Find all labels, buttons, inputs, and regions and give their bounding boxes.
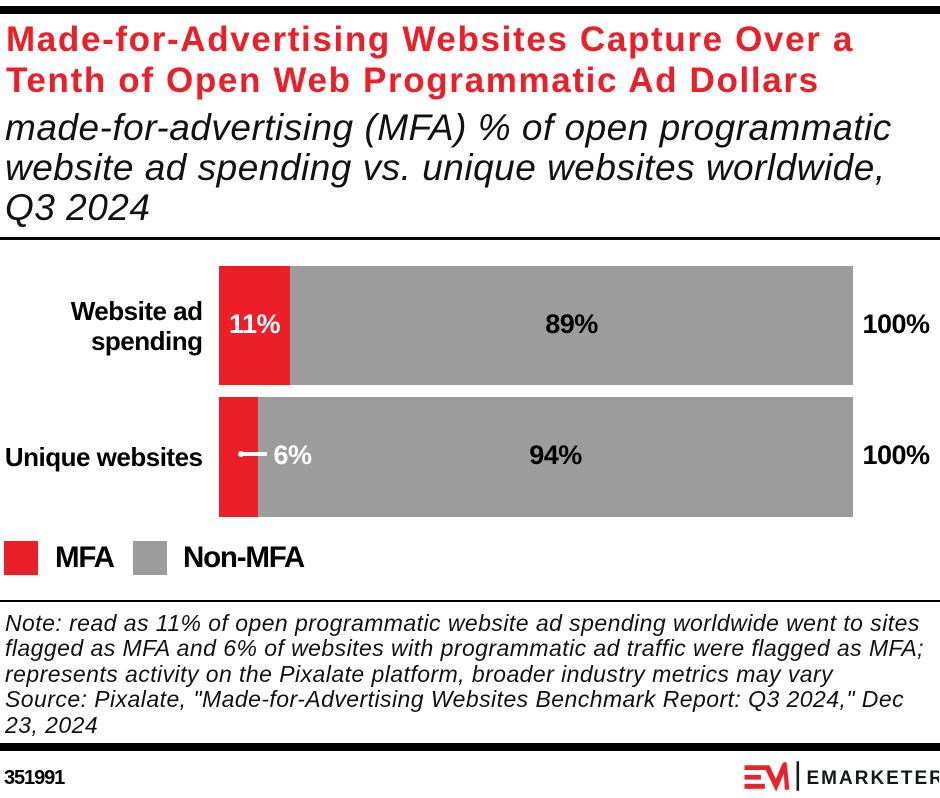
svg-text:EMARKETER: EMARKETER xyxy=(806,768,939,789)
